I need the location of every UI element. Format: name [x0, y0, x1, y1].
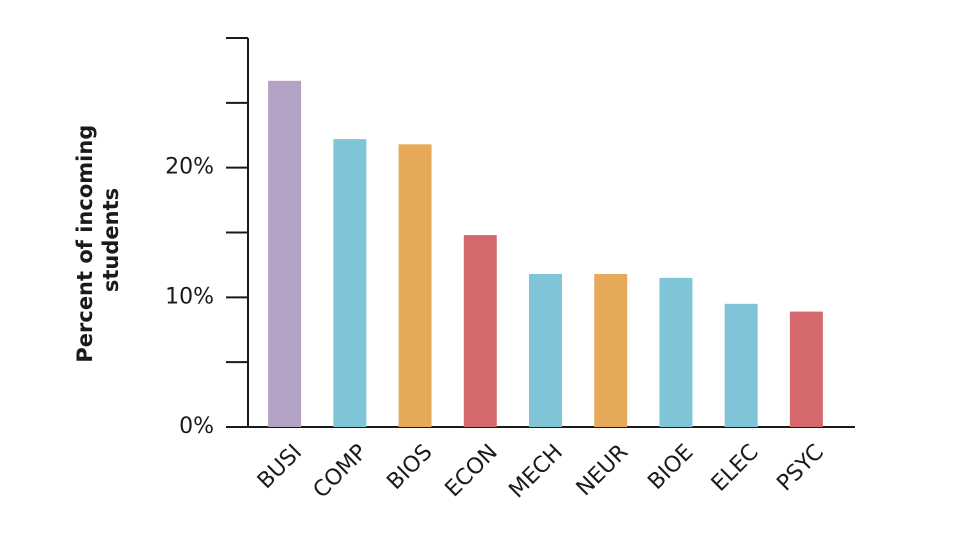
x-tick-label: BIOS [382, 440, 437, 495]
y-tick-label: 0% [179, 414, 214, 439]
bar [659, 277, 693, 427]
x-tick-label: COMP [309, 440, 373, 504]
bar [594, 273, 628, 427]
x-tick-label: BUSI [253, 440, 307, 494]
y-tick-label: 10% [165, 284, 214, 309]
bar [333, 139, 367, 427]
bar [789, 311, 823, 427]
x-tick-label: MECH [504, 440, 567, 503]
x-tick-label: PSYC [772, 440, 828, 496]
x-tick-label: ELEC [707, 440, 764, 497]
y-axis-label: Percent of incoming students [73, 117, 123, 362]
bar [398, 144, 432, 427]
y-axis-label-line: students [99, 188, 123, 292]
x-tick-label: ECON [441, 440, 503, 502]
x-tick-label: BIOE [643, 440, 698, 495]
bar [268, 80, 302, 427]
y-tick-label: 20% [165, 155, 214, 180]
bar [724, 303, 758, 427]
x-tick-label: NEUR [572, 440, 633, 501]
y-axis-label-line: Percent of incoming [73, 125, 97, 363]
bar [463, 235, 497, 427]
bar [529, 273, 562, 427]
